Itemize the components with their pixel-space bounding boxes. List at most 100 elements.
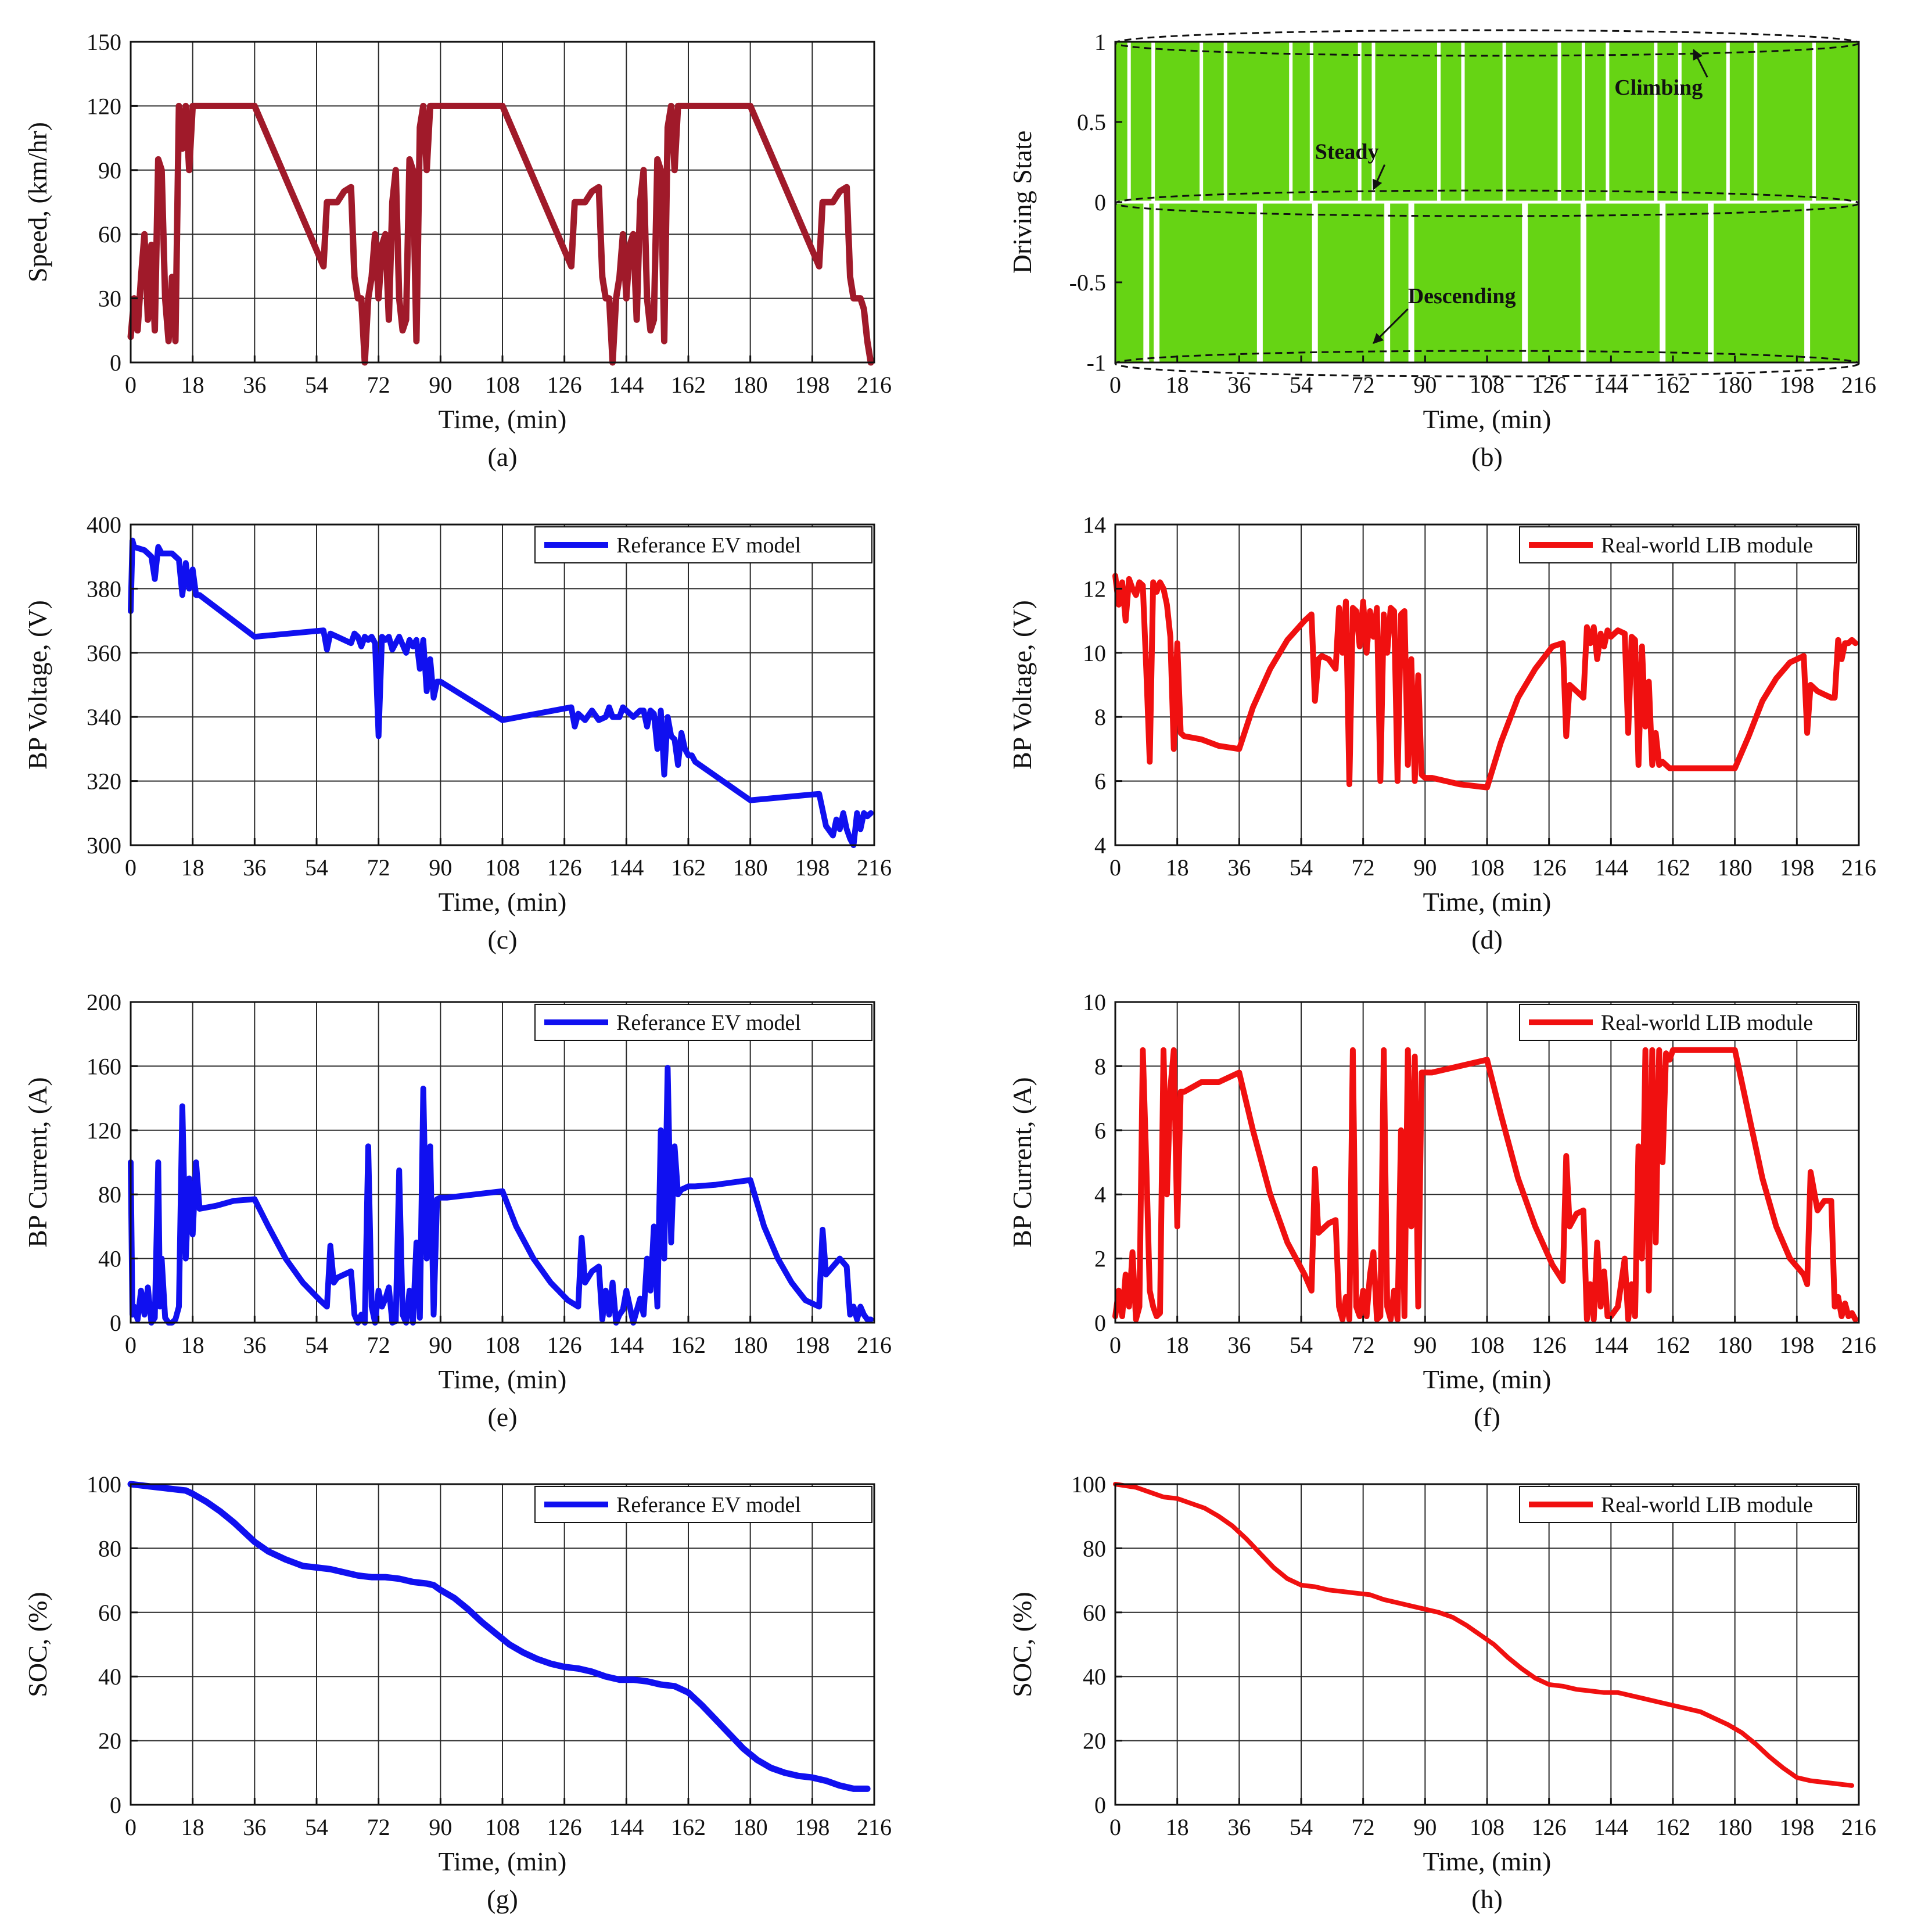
y-tick-label: 8 (1094, 704, 1106, 730)
x-tick-label: 126 (1532, 372, 1567, 398)
x-tick-label: 108 (485, 372, 520, 398)
state-gap (1408, 202, 1414, 362)
legend: Referance EV model (534, 526, 872, 563)
y-tick-label: 60 (98, 1600, 121, 1626)
x-axis-label: Time, (min) (439, 887, 567, 917)
x-tick-label: 144 (609, 1814, 644, 1840)
x-tick-label: 18 (1166, 854, 1189, 881)
y-tick-label: 80 (98, 1182, 121, 1208)
annotation-arrow (1373, 308, 1409, 344)
y-tick-label: 150 (87, 29, 121, 55)
x-tick-label: 216 (857, 1332, 892, 1358)
y-axis-label: BP Voltage, (V) (1007, 600, 1037, 770)
x-tick-label: 180 (1718, 372, 1753, 398)
y-tick-label: 80 (1083, 1535, 1106, 1561)
x-tick-label: 144 (1593, 372, 1628, 398)
state-gap (1200, 42, 1204, 202)
y-tick-label: 60 (1083, 1600, 1106, 1626)
y-tick-label: 6 (1094, 1118, 1106, 1144)
y-tick-label: 0 (1094, 1792, 1106, 1818)
x-tick-label: 126 (547, 372, 582, 398)
x-axis-label: Time, (min) (1423, 1847, 1552, 1876)
x-tick-label: 90 (1413, 1332, 1437, 1358)
x-tick-label: 0 (125, 1814, 137, 1840)
series-line (127, 1481, 871, 1792)
x-tick-label: 0 (1109, 854, 1121, 881)
state-gap (1384, 202, 1391, 362)
x-tick-label: 162 (671, 372, 706, 398)
x-tick-label: 216 (1841, 854, 1876, 881)
y-tick-label: 4 (1094, 1182, 1106, 1208)
x-tick-label: 18 (181, 854, 204, 881)
state-gap (1557, 42, 1561, 202)
x-tick-label: 36 (1227, 1814, 1251, 1840)
series-line (1112, 573, 1859, 791)
y-tick-label: 4 (1094, 832, 1106, 859)
x-tick-label: 54 (1290, 1332, 1313, 1358)
x-tick-label: 198 (795, 372, 829, 398)
x-tick-label: 72 (1352, 372, 1375, 398)
x-tick-label: 0 (1109, 1814, 1121, 1840)
x-tick-label: 0 (125, 1332, 137, 1358)
y-tick-label: 40 (1083, 1664, 1106, 1690)
descending-band (1115, 202, 1859, 362)
x-tick-label: 18 (181, 1814, 204, 1840)
x-axis-label: Time, (min) (1423, 404, 1552, 434)
x-tick-label: 216 (857, 854, 892, 881)
y-tick-label: 120 (87, 93, 121, 119)
x-tick-label: 54 (1290, 854, 1313, 881)
state-gap (1581, 42, 1585, 202)
x-tick-label: 18 (1166, 1332, 1189, 1358)
state-gap (1804, 202, 1811, 362)
panel-caption: (b) (1471, 442, 1503, 472)
legend-label: Referance EV model (616, 1493, 801, 1517)
y-tick-label: 90 (98, 157, 121, 184)
x-tick-label: 54 (1290, 372, 1313, 398)
x-tick-label: 126 (547, 1332, 582, 1358)
y-tick-label: 340 (87, 704, 121, 730)
state-gap (1143, 202, 1150, 362)
x-tick-label: 90 (429, 1332, 452, 1358)
x-tick-label: 36 (243, 372, 266, 398)
x-tick-label: 216 (857, 1814, 892, 1840)
x-axis-label: Time, (min) (439, 1364, 567, 1394)
x-axis-label: Time, (min) (1423, 887, 1552, 917)
y-tick-label: -1 (1087, 350, 1106, 376)
x-tick-label: 72 (1352, 1332, 1375, 1358)
y-tick-label: 160 (87, 1053, 121, 1079)
chart-panel-e: 0 18 36 54 72 90 108 126 144 162 180 198 216 0 40 80 120… (23, 989, 892, 1432)
y-tick-label: 320 (87, 769, 121, 795)
state-ellipse (1114, 350, 1860, 378)
y-tick-label: 10 (1083, 989, 1106, 1015)
x-tick-label: 108 (1470, 372, 1504, 398)
y-tick-label: 10 (1083, 640, 1106, 666)
x-tick-label: 198 (1779, 1332, 1814, 1358)
x-tick-label: 162 (671, 1814, 706, 1840)
state-gap (1654, 42, 1658, 202)
x-tick-label: 144 (609, 1332, 644, 1358)
x-tick-label: 90 (1413, 854, 1437, 881)
x-tick-label: 180 (733, 854, 768, 881)
x-tick-label: 180 (733, 372, 768, 398)
y-tick-label: 380 (87, 576, 121, 602)
panel-caption: (d) (1471, 925, 1503, 954)
legend-box (1519, 1486, 1857, 1523)
x-tick-label: 180 (1718, 854, 1753, 881)
x-tick-label: 108 (1470, 1814, 1504, 1840)
y-tick-label: 0 (1094, 189, 1106, 216)
x-tick-label: 72 (367, 1332, 390, 1358)
x-tick-label: 162 (1656, 854, 1690, 881)
series-line (1112, 1047, 1859, 1323)
chart-panel-f: 0 18 36 54 72 90 108 126 144 162 180 198 216 0 2 4 6 8 10 T… (1007, 989, 1876, 1432)
legend: Referance EV model (534, 1004, 872, 1041)
y-tick-label: 1 (1094, 29, 1106, 55)
x-tick-label: 90 (429, 372, 452, 398)
x-tick-label: 18 (1166, 1814, 1189, 1840)
x-tick-label: 72 (1352, 854, 1375, 881)
x-tick-label: 162 (671, 1332, 706, 1358)
x-tick-label: 0 (125, 854, 137, 881)
legend: Referance EV model (534, 1486, 872, 1523)
legend: Real-world LIB module (1519, 526, 1857, 563)
y-tick-label: 300 (87, 832, 121, 859)
x-tick-label: 198 (1779, 1814, 1814, 1840)
